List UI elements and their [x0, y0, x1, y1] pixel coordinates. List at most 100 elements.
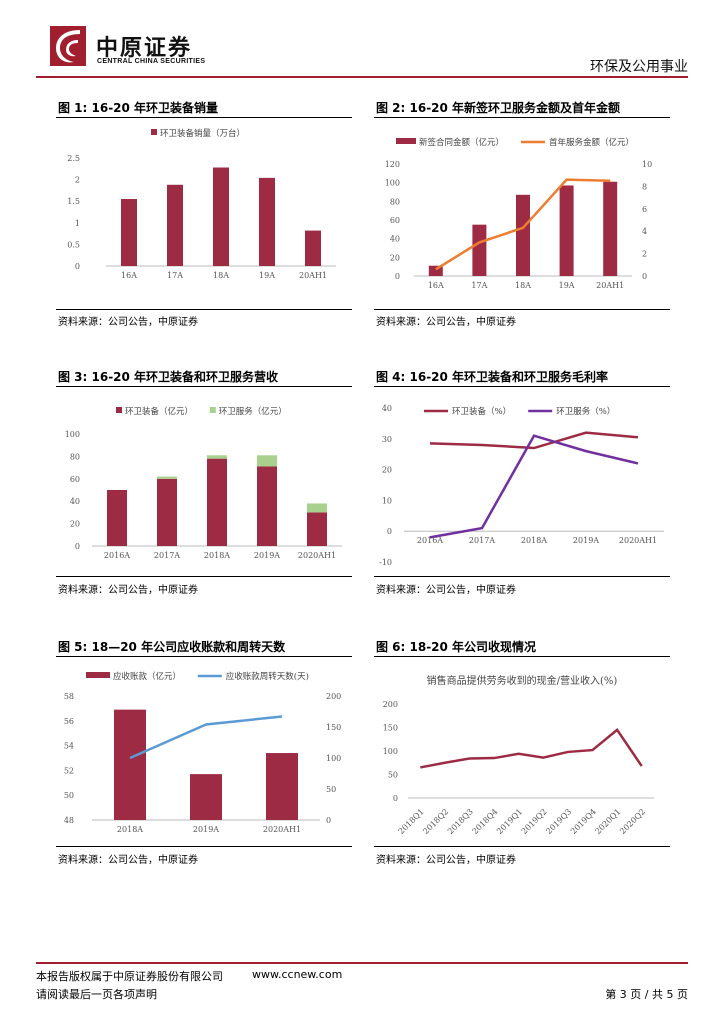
chart-gross-margin: 环卫装备（%） 环卫服务（%） 40 30 20 10 0 -10 2016A 2017A 2018… — [379, 404, 664, 567]
legend-swatch — [396, 138, 416, 144]
y-tick-label: 40 — [382, 404, 392, 413]
figure-5-bottom-rule — [56, 846, 352, 847]
x-tick-label: 19A — [559, 281, 575, 290]
line-turnover-days — [129, 715, 283, 760]
x-tick-label: 2016A — [417, 536, 443, 545]
y-left-tick-label: 0 — [395, 272, 400, 281]
x-tick-label: 2019A — [193, 825, 219, 834]
y-left-tick-label: 80 — [390, 197, 400, 206]
figure-6-top-rule — [374, 656, 670, 657]
y-tick-label: 0.5 — [67, 240, 80, 249]
sector-label: 环保及公用事业 — [590, 59, 688, 75]
footer-page-number: 第 3 页 / 共 5 页 — [605, 988, 688, 1001]
bar-18A — [213, 167, 229, 266]
legend-label: 新签合同金额（亿元） — [419, 137, 504, 148]
y-tick-label: 30 — [382, 435, 392, 444]
x-tick-label: 16A — [121, 271, 137, 280]
bar-17A — [472, 224, 487, 276]
figure-2-top-rule — [374, 117, 670, 118]
y-right-tick-label: 6 — [642, 205, 647, 214]
y-left-tick-label: 120 — [385, 160, 400, 169]
line-first-year-service — [435, 178, 611, 271]
bar-service-2019A — [257, 455, 277, 467]
legend-label: 环卫装备（%） — [452, 406, 511, 417]
bar-equipment-2016A — [107, 490, 127, 546]
bar-16A — [121, 199, 137, 266]
x-tick-label: 2020AH1 — [619, 536, 657, 545]
x-tick-label: 2020Q2 — [618, 807, 647, 836]
x-tick-label: 2019Q4 — [569, 807, 598, 836]
x-tick-label: 20AH1 — [299, 271, 327, 280]
y-tick-label: 40 — [70, 497, 80, 506]
figure-2-bottom-rule — [374, 309, 670, 310]
bar-18A — [516, 194, 530, 276]
bar-19A — [559, 185, 574, 276]
x-tick-label: 2019Q1 — [495, 807, 524, 836]
x-tick-label: 2020Q1 — [594, 807, 623, 836]
y-right-tick-label: 0 — [642, 272, 647, 281]
bar-equipment-2019A — [257, 466, 277, 546]
x-tick-label: 2020AH1 — [298, 551, 336, 560]
x-tick-label: 2018Q4 — [471, 807, 500, 836]
y-right-tick-label: 2 — [642, 250, 647, 259]
y-left-tick-label: 60 — [390, 216, 400, 225]
header-divider — [36, 76, 688, 78]
y-tick-label: 100 — [383, 747, 398, 756]
chart-equipment-sales: 环卫装备销量（万台） 2.5 2 1.5 1 0.5 0 16A 17A 18A 19A 20AH1 — [67, 128, 336, 280]
figure-4-top-rule — [374, 386, 670, 387]
x-tick-label: 2019A — [573, 536, 599, 545]
legend-swatch — [151, 129, 157, 135]
x-tick-label: 17A — [471, 281, 487, 290]
y-tick-label: 0 — [393, 794, 398, 803]
legend-swatch — [86, 672, 110, 678]
company-name-cn: 中原证券 — [96, 36, 193, 61]
figure-3-title: 图 3: 16-20 年环卫装备和环卫服务营收 — [58, 370, 279, 384]
y-tick-label: 20 — [70, 520, 80, 529]
bar-2020AH1 — [266, 753, 298, 820]
legend-label: 应收账款周转天数(天) — [226, 671, 309, 682]
x-tick-label: 2018A — [521, 536, 547, 545]
y-right-tick-label: 150 — [326, 723, 341, 732]
bar-17A — [167, 184, 183, 266]
y-left-tick-label: 100 — [385, 179, 400, 188]
figure-5-top-rule — [56, 656, 352, 657]
x-tick-label: 16A — [428, 281, 444, 290]
bar-service-2018A — [207, 455, 227, 459]
footer-divider — [36, 962, 688, 964]
chart-cash-collection: 销售商品提供劳务收到的现金/营业收入(%)2001501005002018Q12… — [383, 674, 654, 836]
y-tick-label: 1.5 — [67, 197, 80, 206]
y-left-tick-label: 50 — [64, 791, 74, 800]
x-tick-label: 2019Q3 — [544, 807, 573, 836]
line-margin-0 — [429, 431, 639, 450]
y-tick-label: 2 — [75, 176, 80, 185]
bar-19A — [259, 177, 275, 266]
figure-1-source: 资料来源：公司公告，中原证券 — [58, 317, 198, 328]
y-tick-label: 150 — [383, 724, 398, 733]
y-right-tick-label: 4 — [642, 227, 647, 236]
figure-1-top-rule — [56, 117, 352, 118]
y-tick-label: 200 — [383, 700, 398, 709]
footer-copyright: 本报告版权属于中原证券股份有限公司 — [36, 970, 223, 983]
figure-2-title: 图 2: 16-20 年新签环卫服务金额及首年金额 — [376, 101, 621, 115]
y-tick-label: 100 — [65, 430, 80, 439]
bar-equipment-2018A — [207, 458, 227, 546]
bar-service-2020AH1 — [307, 503, 327, 513]
figure-6-bottom-rule — [374, 846, 670, 847]
y-tick-label: 60 — [70, 475, 80, 484]
y-right-tick-label: 100 — [326, 754, 341, 763]
line-cash-ratio — [420, 728, 643, 769]
figure-4-bottom-rule — [374, 576, 670, 577]
footer-website[interactable]: www.ccnew.com — [252, 968, 343, 981]
figure-3-source: 资料来源：公司公告，中原证券 — [58, 585, 198, 596]
bar-16A — [428, 265, 443, 276]
footer-disclaimer: 请阅读最后一页各项声明 — [36, 988, 157, 1001]
y-tick-label: 0 — [75, 262, 80, 271]
bar-20AH1 — [603, 181, 618, 276]
legend-label: 环卫装备销量（万台） — [160, 128, 245, 139]
x-tick-label: 2018Q1 — [397, 807, 426, 836]
legend-label: 应收账款（亿元） — [113, 671, 181, 682]
y-tick-label: 1 — [75, 219, 80, 228]
y-right-tick-label: 50 — [326, 785, 336, 794]
y-tick-label: 0 — [75, 542, 80, 551]
legend-swatch — [116, 407, 122, 413]
